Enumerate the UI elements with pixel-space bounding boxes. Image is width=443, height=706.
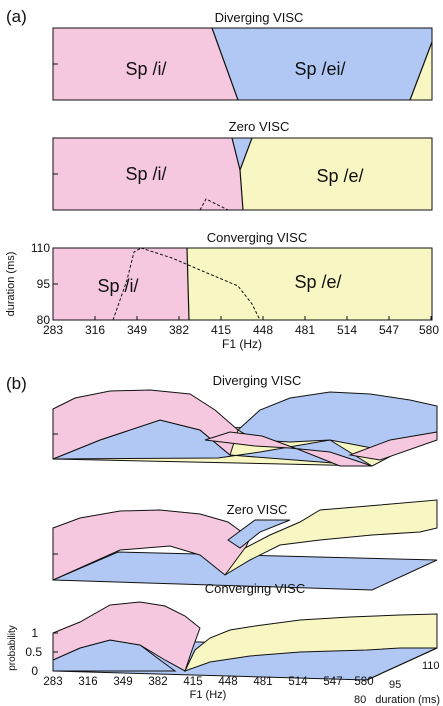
x-tick-label: 283	[43, 323, 63, 337]
depth-tick-label: 110	[422, 660, 440, 672]
depth-tick-label: 80	[354, 694, 366, 706]
a-converging-title: Converging VISC	[207, 230, 307, 245]
region-sp-i	[53, 28, 238, 100]
region-sp-e	[187, 248, 432, 320]
surface-sp-ei	[237, 391, 438, 449]
region-label-sp-ei: Sp /ei/	[294, 59, 345, 79]
dashed-boundary	[112, 247, 142, 321]
region-sp-i	[53, 248, 189, 320]
a-zero-map: Sp /i/ Sp /e/	[52, 137, 433, 211]
b-converging-surface: 1 0.5 0 probability	[7, 601, 438, 681]
x-tick-label: 481	[253, 676, 272, 688]
x-tick-label: 283	[43, 676, 62, 688]
surface-sp-ei-wedge	[227, 519, 291, 549]
b-x-axis: 283 316 349 382 415 448 481 514 547 580 …	[43, 647, 440, 706]
dashed-boundary	[140, 247, 261, 321]
x-axis-label: F1 (Hz)	[190, 689, 227, 701]
x-tick-label: 349	[113, 676, 132, 688]
x-tick-label: 514	[337, 323, 357, 337]
x-tick-label: 349	[127, 323, 147, 337]
x-tick-label: 580	[419, 323, 439, 337]
x-tick-label: 415	[183, 676, 202, 688]
a-diverging-title: Diverging VISC	[215, 10, 304, 25]
panel-a-label: (a)	[6, 7, 27, 26]
region-label-sp-i: Sp /i/	[97, 276, 138, 296]
z-tick-label: 0	[31, 664, 38, 678]
b-diverging-surface	[52, 389, 438, 467]
z-tick-label: 0.5	[25, 645, 42, 659]
region-sp-ei	[212, 28, 432, 100]
y-tick-label: 80	[37, 313, 51, 327]
region-sp-i	[53, 138, 243, 210]
b-converging-title: Converging VISC	[205, 581, 305, 596]
x-tick-label: 547	[323, 676, 342, 688]
b-diverging-title: Diverging VISC	[213, 373, 302, 388]
b-zero-surface	[52, 499, 438, 591]
x-tick-label: 316	[78, 676, 97, 688]
boundary-line	[239, 169, 244, 211]
region-label-sp-i: Sp /i/	[125, 59, 166, 79]
panel-b-label: (b)	[6, 374, 27, 393]
surface-sp-i	[52, 601, 201, 672]
region-sp-ei	[232, 138, 252, 170]
y-tick-label: 110	[31, 241, 50, 255]
a-converging-map: Sp /i/ Sp /e/ 110 95 80 duration (ms)	[5, 241, 433, 327]
region-sp-e	[240, 138, 432, 210]
a-zero-title: Zero VISC	[229, 119, 290, 134]
region-label-sp-e: Sp /e/	[294, 272, 341, 292]
a-x-axis: 283 316 349 382 415 448 481 514 547 580 …	[43, 316, 439, 351]
x-tick-label: 514	[288, 676, 308, 688]
x-tick-label: 448	[253, 323, 273, 337]
z-axis-label: probability	[7, 625, 18, 671]
y-axis-label: duration (ms)	[5, 252, 17, 317]
surface-sp-e	[224, 499, 438, 576]
x-tick-label: 481	[295, 323, 315, 337]
x-axis-label: F1 (Hz)	[222, 337, 262, 351]
boundary-line	[409, 41, 433, 101]
depth-tick-label: 95	[389, 679, 401, 691]
x-tick-label: 448	[218, 676, 237, 688]
region-label-sp-e: Sp /e/	[316, 166, 363, 186]
z-tick-label: 1	[31, 626, 38, 640]
b-zero-title: Zero VISC	[227, 502, 288, 517]
dashed-boundary	[199, 198, 229, 211]
x-tick-label: 382	[169, 323, 189, 337]
depth-axis-line	[366, 647, 438, 681]
depth-axis-label: duration (ms)	[375, 694, 440, 706]
region-label-sp-i: Sp /i/	[125, 164, 166, 184]
surface-sp-e-edge	[348, 431, 438, 461]
boundary-line	[186, 247, 190, 321]
a-diverging-map: Sp /i/ Sp /ei/	[52, 27, 433, 101]
boundary-line	[211, 27, 239, 101]
surface-sp-e	[184, 613, 438, 672]
x-tick-label: 415	[211, 323, 231, 337]
y-tick-label: 95	[37, 277, 51, 291]
base-plane	[52, 551, 438, 591]
x-tick-label: 316	[85, 323, 105, 337]
x-tick-label: 382	[148, 676, 167, 688]
surface-sp-i-back	[204, 431, 373, 467]
x-tick-label: 547	[379, 323, 399, 337]
